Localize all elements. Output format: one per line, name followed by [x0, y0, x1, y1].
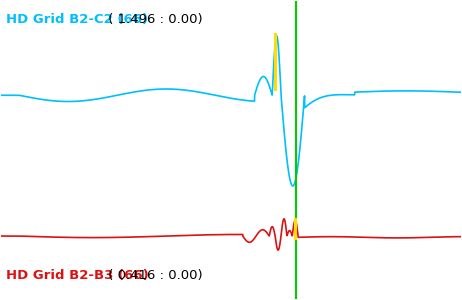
Text: HD Grid B2-C2 (66): HD Grid B2-C2 (66) — [6, 13, 148, 26]
Text: ( 0.416 : 0.00): ( 0.416 : 0.00) — [103, 269, 202, 282]
Text: HD Grid B2-B3 (66): HD Grid B2-B3 (66) — [6, 269, 149, 282]
Text: ( 1.496 : 0.00): ( 1.496 : 0.00) — [103, 13, 202, 26]
